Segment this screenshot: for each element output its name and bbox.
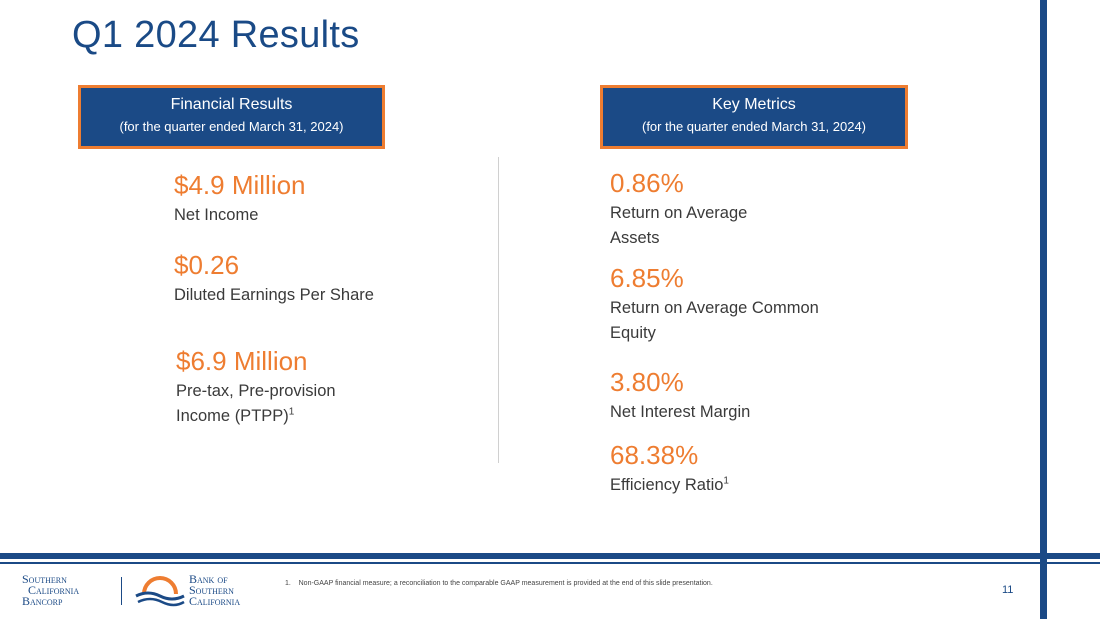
metric-value: 68.38% bbox=[610, 440, 699, 470]
metric-roaa: 0.86% Return on Average Assets bbox=[610, 168, 800, 251]
metric-label: Net Income bbox=[174, 206, 259, 224]
metric-value: 0.86% bbox=[610, 168, 684, 198]
logo-separator bbox=[121, 577, 122, 605]
financial-results-heading: Financial Results bbox=[170, 96, 293, 113]
metric-nim: 3.80% Net Interest Margin bbox=[610, 367, 860, 425]
key-metrics-subheading: (for the quarter ended March 31, 2024) bbox=[641, 119, 867, 134]
footnote-text: Non-GAAP financial measure; a reconcilia… bbox=[298, 580, 713, 587]
metric-value: 3.80% bbox=[610, 367, 684, 397]
southern-california-bancorp-logo: Southern California Bancorp bbox=[22, 572, 114, 608]
logo-line: Bancorp bbox=[22, 594, 63, 608]
key-metrics-header: Key Metrics (for the quarter ended March… bbox=[600, 85, 908, 149]
page-number: 11 bbox=[1002, 584, 1014, 596]
metric-label: Net Interest Margin bbox=[610, 403, 751, 421]
metric-roace: 6.85% Return on Average Common Equity bbox=[610, 263, 860, 346]
metric-label-wrap: Pre-tax, Pre-provision Income (PTPP)1 bbox=[176, 379, 386, 429]
bank-of-southern-california-logo: Bank of Southern California bbox=[189, 572, 279, 608]
column-divider bbox=[498, 157, 499, 463]
footer-rule-thin bbox=[0, 562, 1100, 564]
page-title: Q1 2024 Results bbox=[72, 14, 360, 56]
metric-value: $0.26 bbox=[174, 250, 240, 280]
sun-wave-logo-icon bbox=[135, 576, 185, 607]
financial-results-subheading: (for the quarter ended March 31, 2024) bbox=[119, 119, 344, 134]
logo-line: California bbox=[28, 583, 80, 597]
footnote: 1. Non-GAAP financial measure; a reconci… bbox=[285, 580, 713, 587]
metric-efficiency-ratio: 68.38% Efficiency Ratio1 bbox=[610, 440, 860, 498]
footnote-number: 1. bbox=[285, 580, 291, 587]
metric-label: Efficiency Ratio bbox=[610, 476, 724, 494]
metric-diluted-eps: $0.26 Diluted Earnings Per Share bbox=[174, 250, 374, 308]
metric-ptpp: $6.9 Million Pre-tax, Pre-provision Inco… bbox=[176, 346, 386, 429]
key-metrics-heading: Key Metrics bbox=[712, 96, 796, 113]
metric-net-income: $4.9 Million Net Income bbox=[174, 170, 394, 228]
logo-line: California bbox=[189, 594, 241, 608]
logo-line: Southern bbox=[22, 572, 67, 586]
metric-label: Return on Average Assets bbox=[610, 204, 748, 247]
financial-results-header: Financial Results (for the quarter ended… bbox=[78, 85, 385, 149]
footnote-mark: 1 bbox=[288, 406, 295, 418]
metric-label: Return on Average Common Equity bbox=[610, 299, 819, 342]
footer-rule bbox=[0, 553, 1100, 559]
metric-label: Diluted Earnings Per Share bbox=[174, 286, 374, 304]
metric-label: Pre-tax, Pre-provision Income (PTPP) bbox=[176, 382, 336, 425]
metric-label-wrap: Efficiency Ratio1 bbox=[610, 473, 860, 498]
logo-line: Southern bbox=[189, 583, 234, 597]
right-accent-bar bbox=[1040, 0, 1047, 619]
footnote-mark: 1 bbox=[723, 475, 729, 487]
metric-value: $6.9 Million bbox=[176, 346, 308, 376]
logo-line: Bank of bbox=[189, 572, 228, 586]
metric-value: 6.85% bbox=[610, 263, 684, 293]
metric-value: $4.9 Million bbox=[174, 170, 306, 200]
